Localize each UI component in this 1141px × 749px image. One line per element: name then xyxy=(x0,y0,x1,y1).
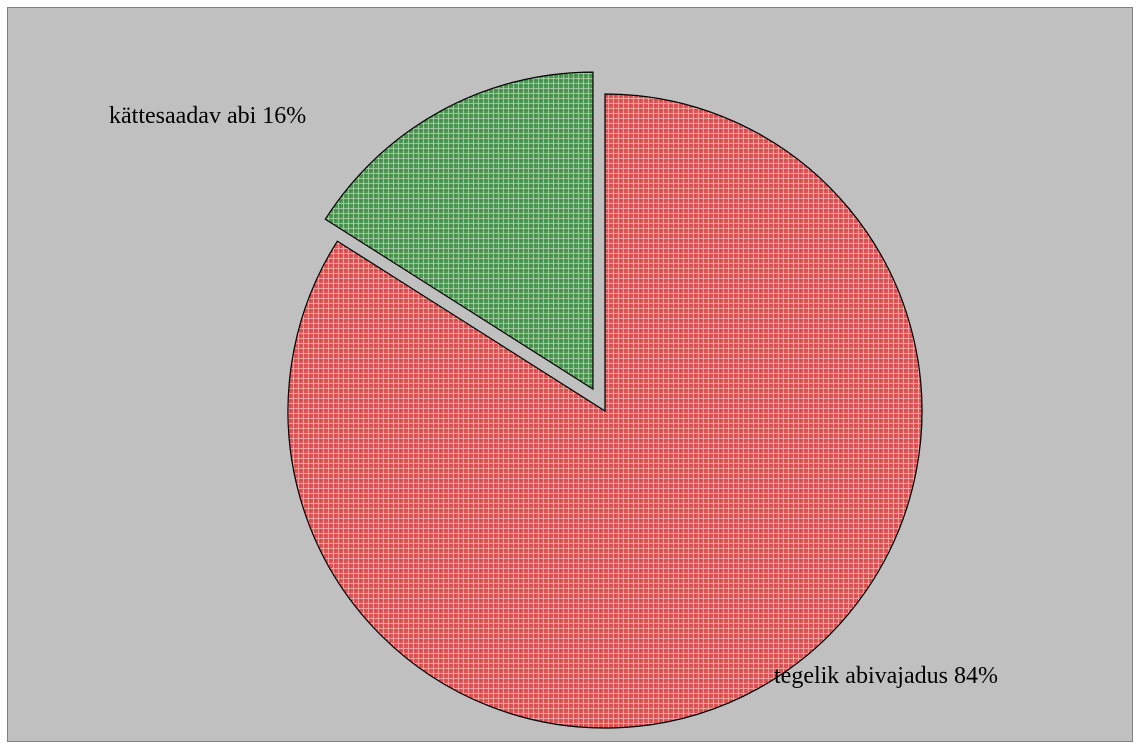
chart-area: kättesaadav abi 16% tegelik abivajadus 8… xyxy=(7,7,1133,742)
pie-slice-available-help-pattern xyxy=(324,71,594,391)
slice-label-available-help: kättesaadav abi 16% xyxy=(109,103,306,129)
slice-label-actual-need: tegelik abivajadus 84% xyxy=(774,663,998,689)
pie-slice-actual-need-pattern xyxy=(287,93,923,729)
pie-chart: kättesaadav abi 16% tegelik abivajadus 8… xyxy=(109,71,998,729)
